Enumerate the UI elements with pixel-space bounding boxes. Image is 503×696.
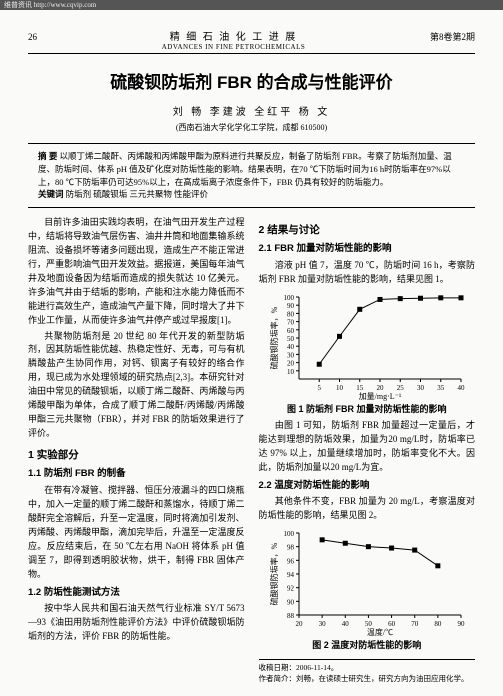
abstract-label: 摘 要	[38, 151, 57, 161]
author-bio: 作者简介：刘畅，在读硕士研究生，研究方向为油田应用化学。	[259, 674, 476, 685]
svg-text:60: 60	[388, 620, 396, 628]
p-2-2: 由图 1 可知，防垢剂 FBR 加量超过一定量后，才能达到理想的防垢效果，加量为…	[259, 419, 476, 475]
svg-text:90: 90	[457, 620, 465, 628]
chart-1-svg: 102030405060708090100510152025303540加量/m…	[267, 291, 467, 401]
svg-text:10: 10	[336, 384, 344, 392]
svg-text:90: 90	[287, 598, 295, 606]
svg-text:50: 50	[365, 620, 373, 628]
svg-text:5: 5	[317, 384, 321, 392]
svg-text:10: 10	[287, 368, 295, 376]
svg-text:20: 20	[287, 359, 295, 367]
svg-text:88: 88	[287, 612, 295, 620]
p-1-2: 按中华人民共和国石油天然气行业标准 SY/T 5673—93《油田用防垢剂性能评…	[28, 602, 245, 644]
sec-1-2: 1.2 防垢性能测试方法	[28, 586, 245, 601]
footnote: 收稿日期：2006-11-14。 作者简介：刘畅，在读硕士研究生，研究方向为油田…	[259, 659, 476, 684]
svg-text:98: 98	[287, 544, 295, 552]
svg-text:100: 100	[283, 294, 294, 302]
article-title: 硫酸钡防垢剂 FBR 的合成与性能评价	[28, 68, 475, 93]
abstract-text: 以顺丁烯二酸酐、丙烯酸和丙烯酸甲酯为原料进行共聚反应，制备了防垢剂 FBR。考察…	[38, 151, 452, 187]
figure-2-caption: 图 2 温度对防垢性能的影响	[259, 639, 476, 653]
affiliation: (西南石油大学化学化工学院，成都 610500)	[28, 122, 475, 133]
svg-text:30: 30	[287, 351, 295, 359]
sec-2-2: 2.2 温度对防垢性能的影响	[259, 479, 476, 494]
journal-en: ADVANCES IN FINE PETROCHEMICALS	[37, 43, 430, 51]
svg-text:90: 90	[287, 302, 295, 310]
svg-text:20: 20	[376, 384, 384, 392]
figure-2: 88 90 92 94 96 98 100 20 30 40 50 60 70 80 90 温度/℃ 硫酸钡防垢…	[259, 527, 476, 653]
svg-text:70: 70	[287, 318, 295, 326]
svg-text:35: 35	[437, 384, 445, 392]
svg-text:80: 80	[287, 310, 295, 318]
right-column: 2 结果与讨论 2.1 FBR 加量对防垢性能的影响 溶液 pH 值 7，温度 …	[259, 216, 476, 684]
svg-text:25: 25	[397, 384, 405, 392]
svg-text:40: 40	[342, 620, 350, 628]
abstract-box: 摘 要 以顺丁烯二酸酐、丙烯酸和丙烯酸甲酯为原料进行共聚反应，制备了防垢剂 FB…	[28, 143, 475, 208]
svg-text:硫酸钡防垢率，%: 硫酸钡防垢率，%	[269, 542, 279, 605]
sec-2-1: 2.1 FBR 加量对防垢性能的影响	[259, 242, 476, 257]
page-number: 26	[28, 32, 37, 42]
svg-text:40: 40	[457, 384, 465, 392]
receive-date: 收稿日期：2006-11-14。	[259, 663, 476, 674]
svg-text:15: 15	[356, 384, 364, 392]
svg-text:加量/mg·L⁻¹: 加量/mg·L⁻¹	[358, 391, 401, 401]
keywords-label: 关键词	[38, 189, 64, 199]
sec-1: 1 实验部分	[28, 447, 245, 463]
left-column: 目前许多油田实践均表明，在油气田开发生产过程中，结垢将导致油气层伤害、油井井筒和…	[28, 216, 245, 684]
intro-p1: 目前许多油田实践均表明，在油气田开发生产过程中，结垢将导致油气层伤害、油井井筒和…	[28, 216, 245, 328]
sec-2: 2 结果与讨论	[259, 222, 476, 238]
intro-p2: 共聚物防垢剂是 20 世纪 80 年代开发的新型防垢剂，因其防垢性能优越、热稳定…	[28, 330, 245, 442]
keywords-text: 防垢剂 硫酸钡垢 三元共聚物 性能评价	[66, 189, 208, 199]
authors: 刘 畅 李建波 全红平 杨 文	[28, 103, 475, 118]
svg-text:94: 94	[287, 571, 295, 579]
body-columns: 目前许多油田实践均表明，在油气田开发生产过程中，结垢将导致油气层伤害、油井井筒和…	[28, 216, 475, 684]
svg-text:20: 20	[295, 620, 303, 628]
journal-cn: 精 细 石 油 化 工 进 展	[37, 28, 430, 43]
p-2-3: 其他条件不变，FBR 加量为 20 mg/L，考察温度对防垢性能的影响，结果见图…	[259, 495, 476, 523]
svg-text:30: 30	[318, 620, 326, 628]
svg-text:50: 50	[287, 335, 295, 343]
svg-text:96: 96	[287, 557, 295, 565]
source-bar: 维普资讯 http://www.cqvip.com	[0, 0, 503, 10]
svg-text:100: 100	[283, 530, 294, 538]
p-1-1: 在带有冷凝管、搅拌器、恒压分液漏斗的四口烧瓶中，加入一定量的顺丁烯二酸酐和蒸馏水…	[28, 484, 245, 582]
figure-1: 102030405060708090100510152025303540加量/m…	[259, 291, 476, 417]
svg-text:硫酸钡防垢率，%: 硫酸钡防垢率，%	[269, 306, 279, 369]
svg-text:70: 70	[411, 620, 419, 628]
svg-text:30: 30	[417, 384, 425, 392]
svg-text:40: 40	[287, 343, 295, 351]
svg-text:92: 92	[287, 585, 295, 593]
issue-info: 第8卷第2期	[430, 30, 475, 43]
running-header: 26 精 细 石 油 化 工 进 展 ADVANCES IN FINE PETR…	[28, 28, 475, 54]
svg-text:80: 80	[434, 620, 442, 628]
page: 维普资讯 http://www.cqvip.com 26 精 细 石 油 化 工…	[0, 0, 503, 696]
figure-1-caption: 图 1 防垢剂 FBR 加量对防垢性能的影响	[259, 403, 476, 417]
svg-text:温度/℃: 温度/℃	[367, 627, 393, 637]
journal-title-block: 精 细 石 油 化 工 进 展 ADVANCES IN FINE PETROCH…	[37, 28, 430, 51]
p-2-1: 溶液 pH 值 7，温度 70 ℃，防垢时间 16 h，考察防垢剂 FBR 加量…	[259, 259, 476, 287]
chart-2-svg: 88 90 92 94 96 98 100 20 30 40 50 60 70 80 90 温度/℃ 硫酸钡防垢…	[267, 527, 467, 637]
sec-1-1: 1.1 防垢剂 FBR 的制备	[28, 467, 245, 482]
svg-text:60: 60	[287, 327, 295, 335]
